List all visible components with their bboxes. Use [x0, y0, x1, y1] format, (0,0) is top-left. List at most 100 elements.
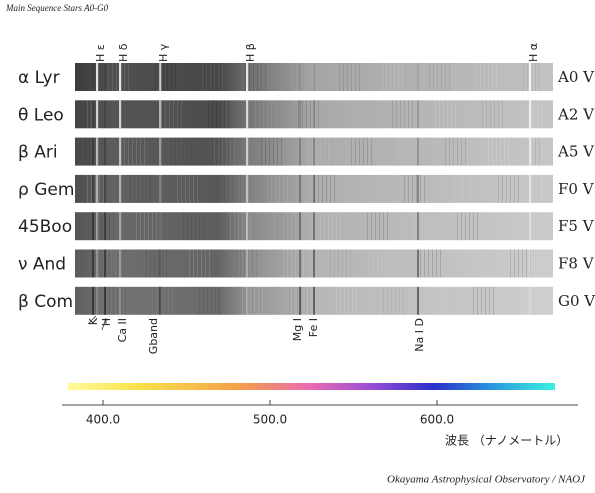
- fine-line: [500, 138, 501, 166]
- line-label: H ε: [94, 44, 107, 62]
- fine-line: [471, 250, 472, 278]
- fine-line: [336, 287, 337, 315]
- fine-line: [353, 100, 354, 128]
- fine-line: [130, 175, 131, 203]
- fine-line: [277, 212, 278, 240]
- fine-line: [383, 287, 384, 315]
- fine-line: [406, 138, 407, 166]
- fine-line: [85, 138, 86, 166]
- fine-line: [377, 250, 378, 278]
- fine-line: [301, 287, 302, 315]
- fine-line: [265, 138, 266, 166]
- fine-line: [402, 63, 403, 91]
- fine-line: [224, 100, 225, 128]
- fine-line: [158, 250, 159, 278]
- fine-line: [345, 100, 346, 128]
- fine-line: [424, 250, 425, 278]
- fine-line: [289, 212, 290, 240]
- absorption-line: [119, 175, 121, 203]
- fine-line: [187, 138, 188, 166]
- fine-line: [105, 212, 106, 240]
- fine-line: [473, 212, 474, 240]
- fine-line: [390, 63, 391, 91]
- fine-line: [398, 138, 399, 166]
- fine-line: [144, 138, 145, 166]
- fine-line: [177, 175, 178, 203]
- fine-line: [512, 212, 513, 240]
- absorption-line: [159, 175, 161, 203]
- fine-line: [119, 250, 120, 278]
- fine-line: [165, 100, 166, 128]
- fine-line: [480, 63, 481, 91]
- fine-line: [262, 287, 263, 315]
- fine-line: [125, 287, 126, 315]
- fine-line: [540, 287, 541, 315]
- fine-line: [214, 63, 215, 91]
- fine-line: [109, 212, 110, 240]
- fine-line: [469, 212, 470, 240]
- fine-line: [498, 175, 499, 203]
- fine-line: [396, 100, 397, 128]
- fine-line: [487, 250, 488, 278]
- fine-line: [395, 287, 396, 315]
- figure: Main Sequence Stars A0-G0 波長 （ナノメートル） Ok…: [0, 0, 595, 493]
- fine-line: [529, 100, 530, 128]
- fine-line: [439, 100, 440, 128]
- absorption-line: [96, 63, 98, 91]
- fine-line: [530, 250, 531, 278]
- fine-line: [305, 287, 306, 315]
- fine-line: [443, 100, 444, 128]
- fine-line: [461, 212, 462, 240]
- absorption-line: [104, 175, 106, 203]
- fine-line: [442, 287, 443, 315]
- spectral-class: F5 V: [558, 217, 595, 235]
- absorption-line: [299, 175, 301, 203]
- star-name: ρ Gem: [18, 180, 74, 200]
- fine-line: [324, 138, 325, 166]
- fine-line: [230, 212, 231, 240]
- fine-line: [355, 63, 356, 91]
- fine-line: [489, 287, 490, 315]
- fine-line: [350, 250, 351, 278]
- fine-line: [351, 63, 352, 91]
- fine-line: [328, 138, 329, 166]
- fine-line: [249, 63, 250, 91]
- fine-line: [220, 100, 221, 128]
- fine-line: [493, 287, 494, 315]
- fine-line: [488, 63, 489, 91]
- fine-line: [205, 250, 206, 278]
- fine-line: [373, 175, 374, 203]
- fine-line: [183, 138, 184, 166]
- fine-line: [306, 100, 307, 128]
- fine-line: [222, 138, 223, 166]
- fine-line: [455, 100, 456, 128]
- fine-line: [334, 250, 335, 278]
- fine-line: [107, 250, 108, 278]
- fine-line: [334, 175, 335, 203]
- fine-line: [303, 250, 304, 278]
- fine-line: [309, 287, 310, 315]
- fine-line: [414, 138, 415, 166]
- fine-line: [516, 212, 517, 240]
- fine-line: [295, 250, 296, 278]
- fine-line: [140, 138, 141, 166]
- fine-line: [245, 63, 246, 91]
- fine-line: [432, 250, 433, 278]
- fine-line: [120, 63, 121, 91]
- fine-line: [508, 212, 509, 240]
- fine-line: [246, 287, 247, 315]
- fine-line: [434, 287, 435, 315]
- fine-line: [150, 175, 151, 203]
- fine-line: [403, 287, 404, 315]
- fine-line: [520, 212, 521, 240]
- fine-line: [202, 63, 203, 91]
- fine-line: [373, 250, 374, 278]
- fine-line: [304, 63, 305, 91]
- fine-line: [189, 250, 190, 278]
- fine-line: [234, 212, 235, 240]
- fine-line: [518, 250, 519, 278]
- fine-line: [435, 100, 436, 128]
- fine-line: [281, 138, 282, 166]
- fine-line: [287, 250, 288, 278]
- absorption-line: [159, 100, 161, 128]
